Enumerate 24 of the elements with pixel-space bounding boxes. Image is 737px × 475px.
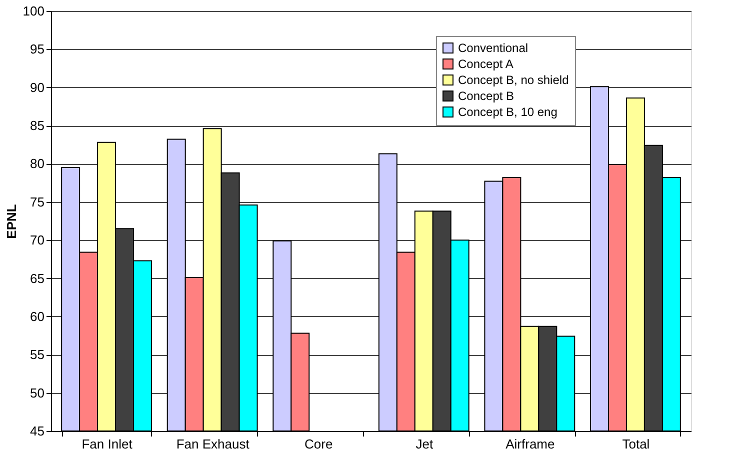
legend-label: Concept A (458, 57, 514, 71)
legend-label: Concept B, no shield (458, 73, 569, 87)
x-tick-label: Airframe (506, 436, 555, 452)
y-tick-label: 65 (30, 270, 44, 286)
y-tick-label: 90 (30, 80, 44, 95)
x-tick-label: Fan Exhaust (176, 436, 250, 452)
y-axis-title: EPNL (4, 204, 19, 239)
x-tick-label: Total (622, 436, 650, 452)
y-tick-label: 50 (30, 385, 44, 400)
y-tick-label: 85 (30, 118, 44, 134)
y-tick-label: 55 (30, 347, 44, 362)
legend-label: Conventional (458, 41, 528, 55)
y-tick-label: 70 (30, 232, 44, 248)
x-tick-label: Jet (416, 436, 434, 452)
legend-label: Concept B (458, 89, 514, 103)
y-tick-label: 80 (30, 156, 44, 172)
x-tick-label: Core (304, 436, 333, 452)
legend-label: Concept B, 10 eng (458, 105, 558, 119)
y-tick-label: 45 (30, 424, 44, 438)
y-tick-label: 95 (30, 42, 44, 57)
x-tick-label: Fan Inlet (82, 436, 133, 452)
y-tick-label: 75 (30, 194, 44, 210)
y-tick-label: 100 (22, 4, 44, 18)
y-tick-label: 60 (30, 308, 44, 324)
